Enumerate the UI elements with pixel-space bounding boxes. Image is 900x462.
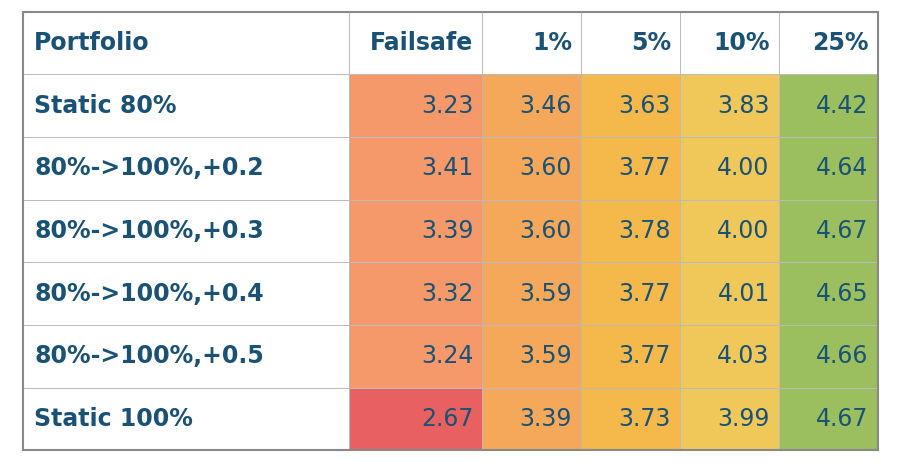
Text: 3.59: 3.59: [519, 344, 572, 368]
Text: 3.39: 3.39: [519, 407, 572, 431]
Text: 25%: 25%: [812, 31, 868, 55]
Text: 4.64: 4.64: [816, 156, 868, 180]
FancyBboxPatch shape: [680, 12, 778, 74]
FancyBboxPatch shape: [482, 262, 581, 325]
FancyBboxPatch shape: [22, 200, 349, 262]
FancyBboxPatch shape: [22, 12, 349, 74]
FancyBboxPatch shape: [680, 262, 778, 325]
Text: Failsafe: Failsafe: [370, 31, 473, 55]
Text: Portfolio: Portfolio: [34, 31, 149, 55]
FancyBboxPatch shape: [778, 74, 878, 137]
Text: 3.46: 3.46: [519, 94, 572, 118]
FancyBboxPatch shape: [581, 325, 680, 388]
FancyBboxPatch shape: [581, 388, 680, 450]
FancyBboxPatch shape: [581, 200, 680, 262]
FancyBboxPatch shape: [778, 200, 878, 262]
FancyBboxPatch shape: [680, 137, 778, 200]
FancyBboxPatch shape: [22, 325, 349, 388]
Text: 3.63: 3.63: [618, 94, 670, 118]
FancyBboxPatch shape: [349, 325, 482, 388]
Text: 3.60: 3.60: [519, 156, 572, 180]
Text: 3.41: 3.41: [421, 156, 473, 180]
FancyBboxPatch shape: [22, 262, 349, 325]
FancyBboxPatch shape: [680, 325, 778, 388]
FancyBboxPatch shape: [349, 74, 482, 137]
Text: 10%: 10%: [713, 31, 770, 55]
FancyBboxPatch shape: [581, 12, 680, 74]
FancyBboxPatch shape: [22, 388, 349, 450]
Text: 3.32: 3.32: [421, 282, 473, 306]
Text: 80%->100%,+0.4: 80%->100%,+0.4: [34, 282, 264, 306]
Text: 3.73: 3.73: [618, 407, 670, 431]
Text: 3.23: 3.23: [421, 94, 473, 118]
Text: 4.00: 4.00: [717, 156, 770, 180]
FancyBboxPatch shape: [778, 325, 878, 388]
FancyBboxPatch shape: [482, 74, 581, 137]
FancyBboxPatch shape: [349, 137, 482, 200]
Text: 4.66: 4.66: [816, 344, 868, 368]
FancyBboxPatch shape: [22, 74, 349, 137]
FancyBboxPatch shape: [22, 137, 349, 200]
Text: 3.39: 3.39: [421, 219, 473, 243]
Text: 3.78: 3.78: [618, 219, 670, 243]
Text: 3.83: 3.83: [717, 94, 770, 118]
Text: 3.77: 3.77: [618, 344, 670, 368]
FancyBboxPatch shape: [482, 137, 581, 200]
Text: 2.67: 2.67: [421, 407, 473, 431]
FancyBboxPatch shape: [349, 388, 482, 450]
Text: Static 80%: Static 80%: [34, 94, 176, 118]
Text: 4.03: 4.03: [717, 344, 770, 368]
Text: 1%: 1%: [532, 31, 572, 55]
Text: 4.01: 4.01: [717, 282, 770, 306]
Text: 5%: 5%: [631, 31, 670, 55]
Text: 3.59: 3.59: [519, 282, 572, 306]
FancyBboxPatch shape: [680, 388, 778, 450]
Text: 4.42: 4.42: [816, 94, 868, 118]
FancyBboxPatch shape: [680, 200, 778, 262]
FancyBboxPatch shape: [482, 12, 581, 74]
FancyBboxPatch shape: [581, 74, 680, 137]
FancyBboxPatch shape: [581, 137, 680, 200]
FancyBboxPatch shape: [778, 137, 878, 200]
Text: 3.77: 3.77: [618, 282, 670, 306]
Text: 4.00: 4.00: [717, 219, 770, 243]
Text: 80%->100%,+0.5: 80%->100%,+0.5: [34, 344, 264, 368]
Text: 3.77: 3.77: [618, 156, 670, 180]
FancyBboxPatch shape: [680, 74, 778, 137]
Text: 4.65: 4.65: [816, 282, 868, 306]
FancyBboxPatch shape: [349, 12, 482, 74]
FancyBboxPatch shape: [778, 262, 878, 325]
Text: 4.67: 4.67: [816, 219, 868, 243]
Text: Static 100%: Static 100%: [34, 407, 193, 431]
FancyBboxPatch shape: [349, 200, 482, 262]
Text: 3.24: 3.24: [421, 344, 473, 368]
Text: 80%->100%,+0.3: 80%->100%,+0.3: [34, 219, 264, 243]
Text: 3.99: 3.99: [717, 407, 770, 431]
FancyBboxPatch shape: [482, 388, 581, 450]
Text: 4.67: 4.67: [816, 407, 868, 431]
FancyBboxPatch shape: [482, 325, 581, 388]
FancyBboxPatch shape: [778, 12, 878, 74]
Text: 3.60: 3.60: [519, 219, 572, 243]
Text: 80%->100%,+0.2: 80%->100%,+0.2: [34, 156, 264, 180]
FancyBboxPatch shape: [349, 262, 482, 325]
FancyBboxPatch shape: [482, 200, 581, 262]
FancyBboxPatch shape: [778, 388, 878, 450]
FancyBboxPatch shape: [581, 262, 680, 325]
